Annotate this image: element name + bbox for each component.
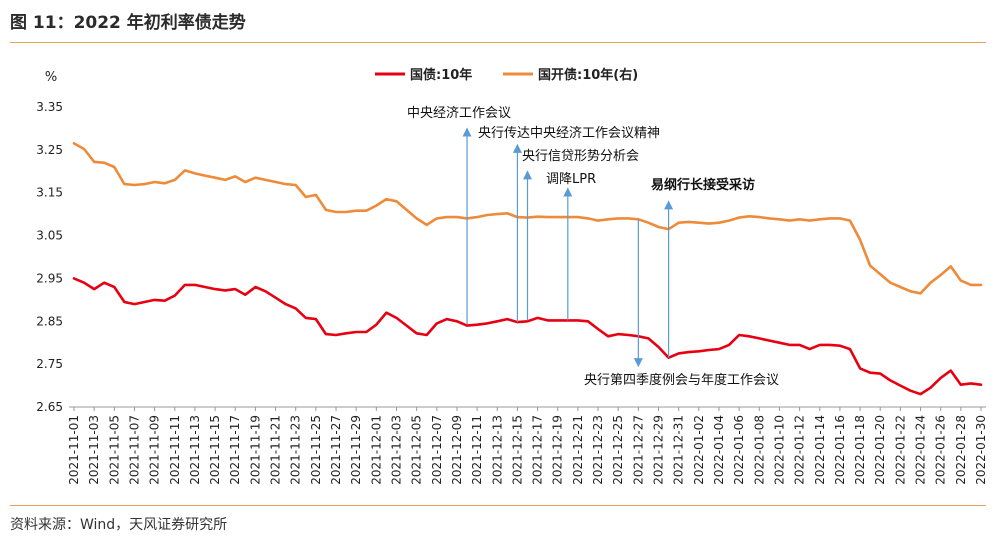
x-tick-label: 2021-11-21 xyxy=(269,415,283,485)
x-tick-label: 2021-12-09 xyxy=(450,415,464,485)
x-tick-label: 2022-01-04 xyxy=(712,415,726,485)
y-tick-label: 2.65 xyxy=(36,400,63,414)
y-tick-label: 2.75 xyxy=(36,357,63,371)
x-tick-label: 2021-12-15 xyxy=(510,415,524,485)
x-tick-label: 2022-01-02 xyxy=(692,415,706,485)
x-tick-label: 2022-01-30 xyxy=(974,415,988,485)
y-tick-label: 2.85 xyxy=(36,314,63,328)
annotation-label: 易纲行长接受采访 xyxy=(651,177,755,193)
x-tick-label: 2021-11-11 xyxy=(168,415,182,485)
x-tick-label: 2021-11-25 xyxy=(309,415,323,485)
x-tick-label: 2021-12-25 xyxy=(611,415,625,485)
annotation-label: 央行信贷形势分析会 xyxy=(522,148,639,164)
y-tick-label: 3.05 xyxy=(36,229,63,243)
annotation-label: 中央经济工作会议 xyxy=(407,106,511,121)
x-tick-label: 2021-12-03 xyxy=(389,415,403,485)
x-tick-label: 2021-12-27 xyxy=(631,415,645,485)
x-tick-label: 2021-12-19 xyxy=(551,415,565,485)
x-tick-label: 2022-01-10 xyxy=(772,415,786,485)
x-tick-label: 2022-01-06 xyxy=(732,415,746,485)
source-divider xyxy=(10,505,986,506)
x-tick-label: 2021-11-15 xyxy=(208,415,222,485)
y-tick-label: 3.25 xyxy=(36,143,63,157)
x-tick-label: 2021-12-31 xyxy=(672,415,686,485)
line-chart: % 3.35 3.25 3.15 3.05 2.95 2.85 2.75 2.65 2021-11… xyxy=(36,67,988,485)
x-tick-label: 2022-01-12 xyxy=(793,415,807,485)
annotation-label: 调降LPR xyxy=(546,172,596,187)
x-tick-label: 2021-11-13 xyxy=(188,415,202,485)
x-tick-label: 2021-12-07 xyxy=(430,415,444,485)
x-tick-label: 2022-01-14 xyxy=(813,415,827,485)
y-tick-label: 3.15 xyxy=(36,186,63,200)
x-tick-label: 2021-11-23 xyxy=(289,415,303,485)
y-axis-unit-label: % xyxy=(45,70,57,85)
x-tick-label: 2021-12-13 xyxy=(490,415,504,485)
x-tick-label: 2021-11-05 xyxy=(107,415,121,485)
x-tick-label: 2021-11-09 xyxy=(148,415,162,485)
x-tick-label: 2022-01-22 xyxy=(893,415,907,485)
x-tick-label: 2021-12-21 xyxy=(571,415,585,485)
y-tick-label: 3.35 xyxy=(36,100,63,114)
x-tick-label: 2021-11-19 xyxy=(248,415,262,485)
x-tick-label: 2022-01-08 xyxy=(752,415,766,485)
series-line-gov-bond-10y xyxy=(72,277,983,396)
x-tick-label: 2021-12-23 xyxy=(591,415,605,485)
annotation-label: 央行传达中央经济工作会议精神 xyxy=(478,126,660,141)
annotation-label: 央行第四季度例会与年度工作会议 xyxy=(584,372,779,388)
x-tick-label: 2021-11-29 xyxy=(349,415,363,485)
x-tick-label: 2021-11-01 xyxy=(67,415,81,485)
x-tick-label: 2021-12-01 xyxy=(369,415,383,485)
x-tick-label: 2021-11-03 xyxy=(87,415,101,485)
figure-title: 图 11：2022 年初利率债走势 xyxy=(10,13,246,33)
x-tick-label: 2021-12-17 xyxy=(531,415,545,485)
title-divider xyxy=(10,42,986,43)
x-tick-label: 2022-01-24 xyxy=(914,415,928,485)
x-tick-label: 2021-11-07 xyxy=(127,415,141,485)
x-tick-label: 2022-01-26 xyxy=(934,415,948,485)
x-tick-label: 2022-01-28 xyxy=(954,415,968,485)
x-tick-label: 2021-12-11 xyxy=(470,415,484,485)
x-tick-label: 2021-12-29 xyxy=(652,415,666,485)
x-tick-label: 2021-12-05 xyxy=(410,415,424,485)
x-tick-label: 2022-01-16 xyxy=(833,415,847,485)
x-tick-label: 2021-11-27 xyxy=(329,415,343,485)
legend-label: 国债:10年 xyxy=(410,67,472,83)
y-tick-label: 2.95 xyxy=(36,271,63,285)
legend-label: 国开债:10年(右) xyxy=(538,67,638,83)
source-note: 资料来源：Wind，天风证券研究所 xyxy=(10,517,228,533)
x-tick-label: 2022-01-18 xyxy=(853,415,867,485)
x-tick-label: 2022-01-20 xyxy=(873,415,887,485)
x-tick-label: 2021-11-17 xyxy=(228,415,242,485)
